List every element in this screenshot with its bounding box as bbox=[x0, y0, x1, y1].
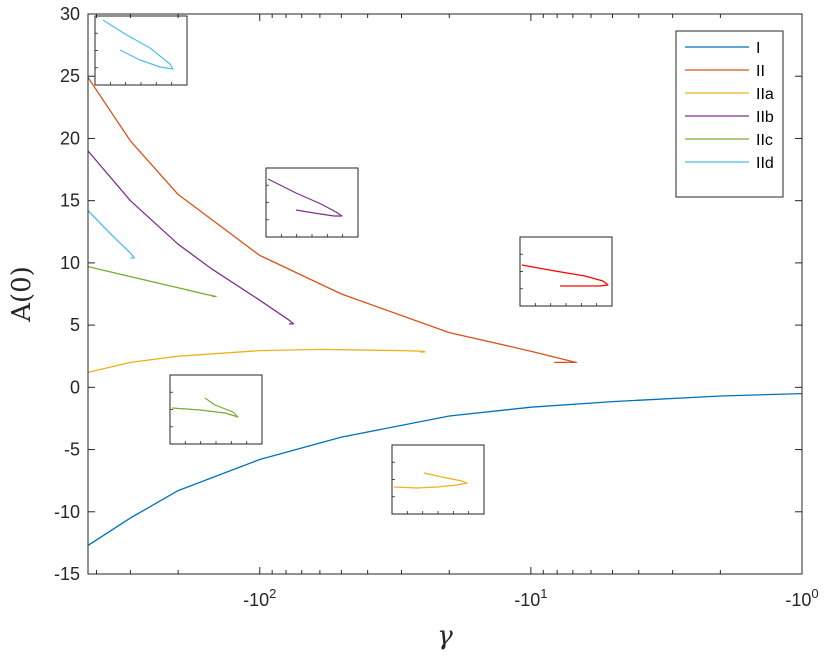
plot-frame bbox=[87, 13, 803, 575]
y-tick-label: 25 bbox=[60, 66, 80, 86]
inset-inset_ii bbox=[519, 236, 613, 307]
y-tick-label: 0 bbox=[70, 377, 80, 397]
legend-label: IIa bbox=[756, 86, 774, 103]
legend-box bbox=[675, 30, 784, 198]
y-tick-label: -10 bbox=[54, 502, 80, 522]
inset-curve bbox=[393, 472, 468, 489]
x-tick-label: -101 bbox=[514, 586, 547, 610]
x-tick-label: -102 bbox=[243, 586, 276, 610]
y-tick-label: -15 bbox=[54, 564, 80, 584]
inset-iid bbox=[94, 15, 188, 86]
inset-curve bbox=[267, 178, 343, 217]
series-line-i bbox=[88, 392, 802, 546]
series-line-iib bbox=[88, 150, 295, 325]
legend-label: IId bbox=[756, 155, 774, 172]
inset-frame bbox=[94, 15, 188, 86]
inset-frame bbox=[169, 374, 263, 445]
legend-label: I bbox=[756, 40, 760, 57]
y-tick-label: 10 bbox=[60, 253, 80, 273]
inset-frame bbox=[519, 236, 613, 307]
series-line-iia bbox=[88, 348, 426, 374]
inset-curve bbox=[521, 264, 609, 287]
y-tick-label: 5 bbox=[70, 315, 80, 335]
inset-iic bbox=[169, 374, 263, 445]
inset-iia bbox=[391, 444, 485, 515]
series-line-ii bbox=[88, 77, 577, 364]
legend-label: II bbox=[756, 63, 765, 80]
legend-label: IIb bbox=[756, 109, 774, 126]
inset-frame bbox=[265, 167, 359, 238]
series-line-iic bbox=[88, 265, 217, 298]
inset-frame bbox=[391, 444, 485, 515]
y-tick-label: 15 bbox=[60, 191, 80, 211]
series-line-iid bbox=[88, 210, 136, 259]
inset-iib bbox=[265, 167, 359, 238]
inset-curve bbox=[102, 19, 174, 70]
x-axis-label: γ bbox=[437, 621, 453, 651]
x-tick-label: -100 bbox=[785, 586, 818, 610]
inset-curve bbox=[171, 397, 239, 418]
y-tick-label: 20 bbox=[60, 128, 80, 148]
legend-label: IIc bbox=[756, 132, 773, 149]
y-tick-label: 30 bbox=[60, 4, 80, 24]
y-tick-label: -5 bbox=[64, 440, 80, 460]
y-axis-label: A(0) bbox=[7, 266, 37, 323]
